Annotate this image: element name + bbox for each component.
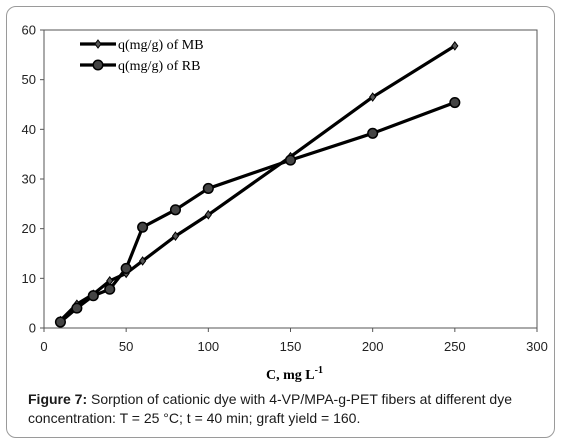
y-tick-label: 0 [29,321,36,336]
legend-label: q(mg/g) of RB [118,59,200,74]
data-point [449,96,461,109]
legend-entry: q(mg/g) of MB [80,38,204,53]
figure-frame [6,6,555,438]
data-point [71,302,83,314]
data-point [137,221,149,233]
x-tick-label: 150 [280,339,302,354]
chart-legend: q(mg/g) of MB q(mg/g) of RB [80,38,204,74]
x-tick-label: 50 [119,339,133,354]
chart-axes: 0 10 20 30 40 50 60 0 50 100 150 200 250 300 C, mg L-1 [22,23,548,384]
plot-area-border [43,29,538,329]
series-rb [54,96,461,328]
x-tick-label: 100 [197,339,219,354]
legend-marker [92,59,104,71]
caption-text: Sorption of cationic dye with 4-VP/MPA-g… [28,391,512,426]
legend-entry: q(mg/g) of RB [80,59,200,74]
data-point [451,41,459,51]
chart-series [54,41,461,328]
legend-label: q(mg/g) of MB [118,38,204,53]
x-tick-label: 0 [40,339,47,354]
y-tick-label: 40 [22,122,36,137]
data-point [104,283,116,295]
legend-marker [94,39,102,49]
series-mb [56,41,459,326]
series-line [59,101,456,324]
data-point [169,204,182,216]
y-tick-label: 60 [22,23,36,38]
data-point [87,290,99,302]
data-point [284,154,297,166]
data-point [367,127,379,139]
caption-label: Figure 7: [28,391,88,407]
y-tick-label: 20 [22,221,36,236]
x-tick-label: 300 [526,339,548,354]
y-tick-label: 10 [22,271,36,286]
data-point [171,231,180,241]
data-point [54,316,66,328]
data-point [204,209,212,220]
data-point [120,262,132,274]
x-tick-label: 200 [362,339,384,354]
data-point [202,182,214,194]
y-tick-label: 30 [22,172,36,187]
series-line [59,44,456,322]
figure-caption: Figure 7: Sorption of cationic dye with … [28,390,548,428]
data-point [369,92,377,102]
data-point [138,256,147,266]
x-tick-label: 250 [444,339,466,354]
x-axis-label: C, mg L-1 [266,365,323,383]
y-tick-label: 50 [22,72,36,87]
